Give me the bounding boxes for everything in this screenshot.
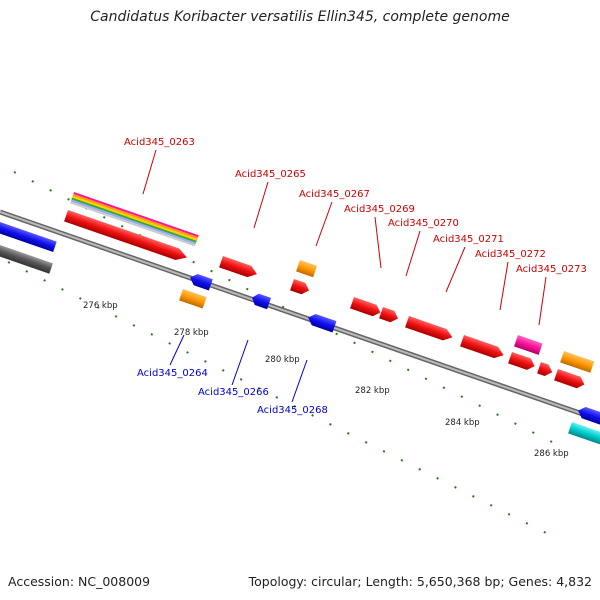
- gene-right-cyan[interactable]: [568, 422, 600, 447]
- gene-0263[interactable]: [64, 210, 189, 263]
- accession-text: Accession: NC_008009: [8, 574, 151, 589]
- gene-0272[interactable]: [460, 335, 506, 361]
- label-acid345-0273: Acid345_0273: [516, 264, 587, 275]
- gene-0268[interactable]: [306, 312, 337, 333]
- label-acid345-0272: Acid345_0272: [475, 249, 546, 260]
- gene-0264-orange[interactable]: [179, 289, 207, 309]
- gene-0272-magenta[interactable]: [514, 335, 543, 355]
- gene-0271[interactable]: [405, 316, 454, 343]
- reverse-labels: Acid345_0264 Acid345_0266 Acid345_0268: [137, 368, 328, 416]
- reverse-callouts: [169, 334, 308, 403]
- gene-left-blue[interactable]: [0, 218, 57, 253]
- scale-label-282: 282 kbp: [355, 386, 390, 396]
- feature-stripes[interactable]: [70, 192, 199, 247]
- genome-summary-text: Topology: circular; Length: 5,650,368 bp…: [248, 574, 592, 589]
- gene-right-blue[interactable]: [576, 405, 600, 427]
- gene-left-gray[interactable]: [0, 241, 53, 274]
- gene-right-orange[interactable]: [560, 351, 595, 373]
- tick-guides: [7, 171, 561, 541]
- genome-backbone: [0, 209, 600, 423]
- gene-0265[interactable]: [219, 256, 259, 280]
- label-acid345-0268: Acid345_0268: [257, 405, 328, 416]
- gene-0273b[interactable]: [537, 362, 554, 378]
- gene-0269[interactable]: [350, 297, 382, 318]
- gene-0267[interactable]: [290, 279, 311, 296]
- gene-0266[interactable]: [250, 292, 272, 310]
- forward-callouts: [142, 149, 547, 326]
- label-acid345-0263: Acid345_0263: [124, 137, 195, 148]
- label-acid345-0265: Acid345_0265: [235, 169, 306, 180]
- scale-label-278: 278 kbp: [174, 328, 209, 338]
- label-acid345-0266: Acid345_0266: [198, 387, 269, 398]
- scale-label-286: 286 kbp: [534, 449, 569, 459]
- gene-right-red[interactable]: [554, 369, 586, 390]
- label-acid345-0264: Acid345_0264: [137, 368, 208, 379]
- scale-label-276: 276 kbp: [83, 301, 118, 311]
- scale-label-280: 280 kbp: [265, 355, 300, 365]
- label-acid345-0267: Acid345_0267: [299, 189, 370, 200]
- forward-labels: Acid345_0263 Acid345_0265 Acid345_0267 A…: [124, 137, 587, 275]
- scale-label-284: 284 kbp: [445, 418, 480, 428]
- label-acid345-0270: Acid345_0270: [388, 218, 459, 229]
- gene-0270[interactable]: [379, 307, 400, 324]
- outer-tick-guide: [13, 171, 561, 447]
- map-title: Candidatus Koribacter versatilis Ellin34…: [90, 9, 510, 25]
- label-acid345-0269: Acid345_0269: [344, 204, 415, 215]
- label-acid345-0271: Acid345_0271: [433, 234, 504, 245]
- gene-0267-orange[interactable]: [296, 260, 318, 278]
- gene-0264-blue[interactable]: [188, 272, 213, 291]
- scale-labels: 276 kbp 278 kbp 280 kbp 282 kbp 284 kbp …: [83, 301, 569, 459]
- gene-0273[interactable]: [508, 352, 536, 372]
